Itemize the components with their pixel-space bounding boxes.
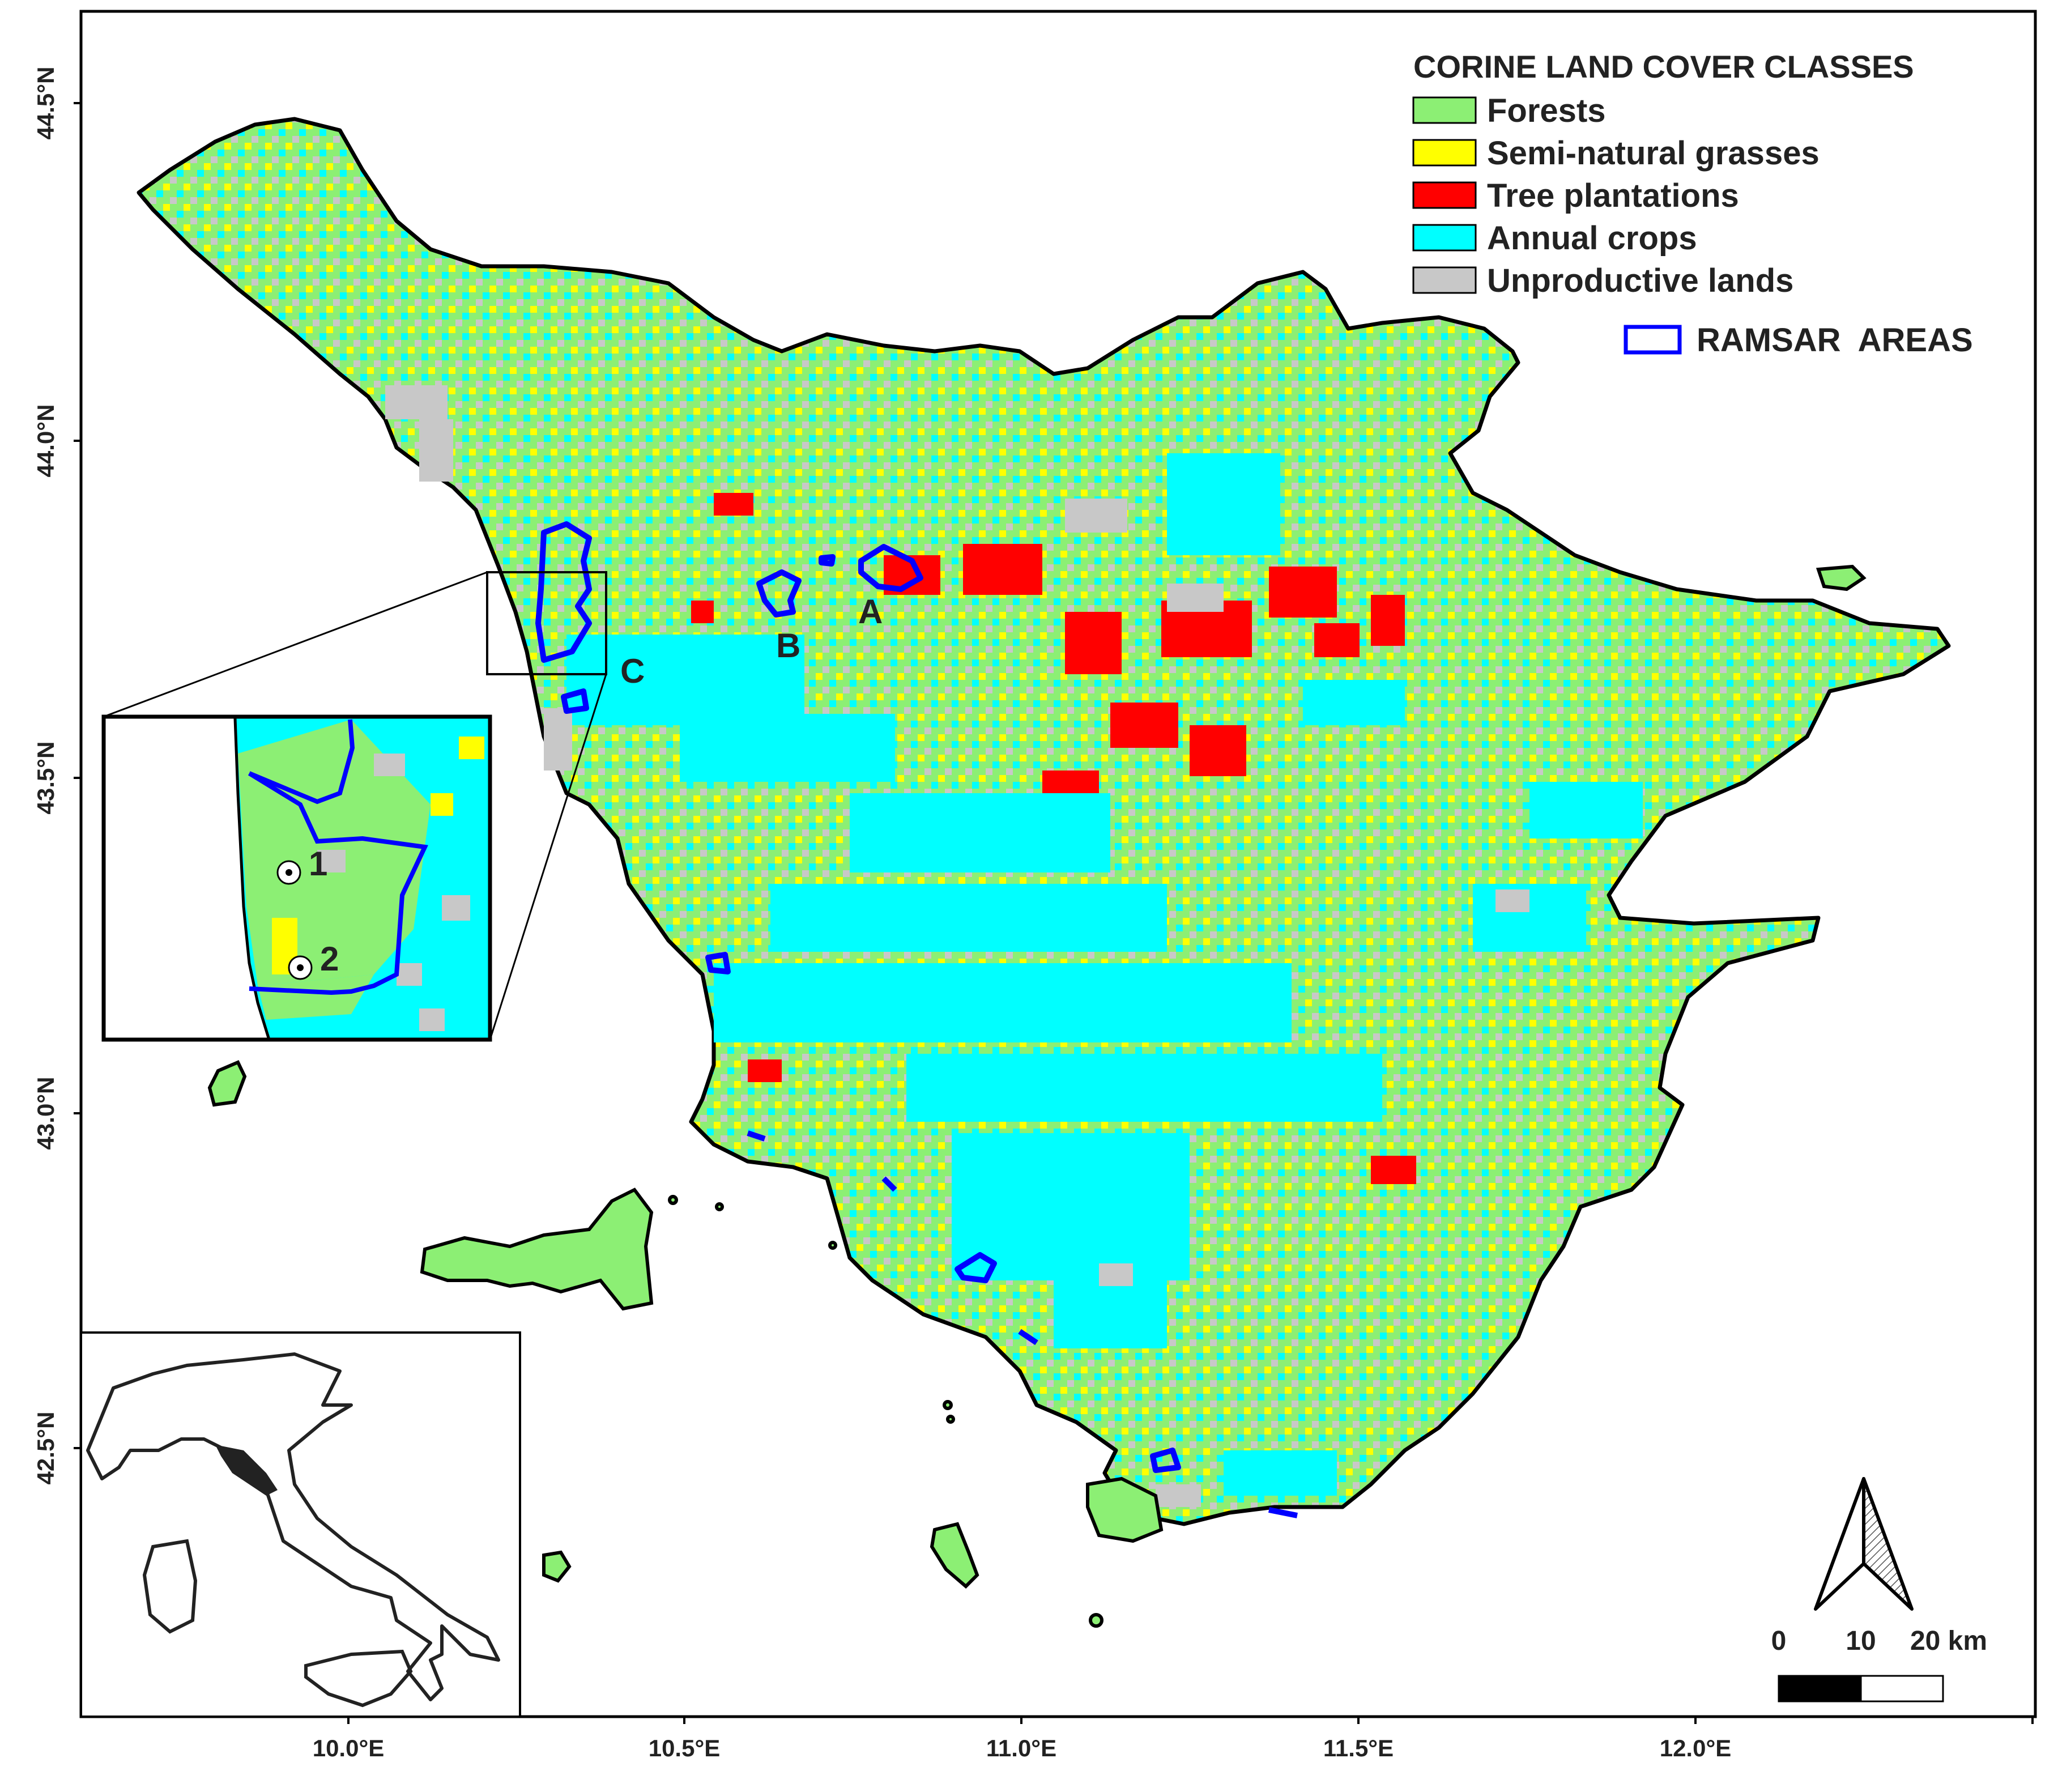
ramsar-massaciuccoli: [535, 521, 592, 663]
legend-swatch-unproductive: [1412, 266, 1477, 294]
longitude-axis: [347, 1717, 2034, 1724]
ramsar-orbetello: [955, 1252, 997, 1283]
site-label-b: B: [776, 627, 800, 665]
ramsar-burano: [1150, 1448, 1181, 1473]
sicily-outline: [304, 1649, 413, 1708]
tuscany-locator: [215, 1445, 278, 1496]
zoom-box: [486, 571, 607, 675]
legend-label-ramsar: RAMSAR AREAS: [1697, 322, 1973, 359]
island-capraia: [1816, 564, 1867, 591]
legend-label-crops: Annual crops: [1487, 220, 1697, 257]
lat-tick-42-5: 42.5°N: [32, 1412, 59, 1485]
legend-swatch-crops: [1412, 224, 1477, 252]
lat-tick-44-5: 44.5°N: [32, 67, 59, 140]
ramsar-area-a: [858, 544, 923, 592]
scale-label-0: 0: [1771, 1626, 1787, 1656]
lon-tick-10-0: 10.0°E: [313, 1735, 385, 1761]
legend-swatch-grasses: [1412, 139, 1477, 167]
lat-tick-43-5: 43.5°N: [32, 742, 59, 815]
ramsar-coast-4: [1268, 1507, 1298, 1518]
inset-point-1-label: 1: [309, 845, 327, 883]
island-argentario: [1086, 1476, 1164, 1543]
zoom-leader-bottom: [489, 674, 607, 1040]
legend-label-forests: Forests: [1487, 92, 1606, 129]
scale-label-10: 10: [1846, 1626, 1876, 1656]
ramsar-small-3: [705, 952, 731, 974]
latitude-axis: [74, 102, 81, 1449]
ramsar-small-1: [819, 554, 836, 567]
lon-tick-11-5: 11.5°E: [1323, 1735, 1394, 1761]
zoom-leader-top: [103, 571, 488, 718]
island-gorgona: [207, 1060, 247, 1107]
islands: [207, 564, 1867, 1628]
lat-tick-44-0: 44.0°N: [32, 405, 59, 478]
ramsar-small-2: [561, 688, 589, 714]
lon-tick-10-5: 10.5°E: [649, 1735, 721, 1761]
lon-tick-11-0: 11.0°E: [986, 1735, 1056, 1761]
inset-point-2-label: 2: [320, 940, 339, 978]
ramsar-coast-3: [1018, 1329, 1038, 1346]
tree-plantation-clusters: [691, 493, 1597, 1184]
lon-tick-12-0: 12.0°E: [1660, 1735, 1732, 1761]
italy-locator-inset: [80, 1331, 521, 1718]
legend-swatch-ramsar: [1624, 325, 1682, 355]
legend-swatch-plantations: [1412, 181, 1477, 209]
site-label-a: A: [858, 593, 883, 631]
scale-label-20km: 20 km: [1910, 1626, 1987, 1656]
ramsar-coast-1: [747, 1130, 766, 1142]
scale-bar: [1778, 1675, 1944, 1702]
ramsar-area-b: [756, 569, 802, 618]
island-giglio: [930, 1522, 979, 1589]
legend-swatch-forests: [1412, 96, 1477, 124]
lat-tick-43-0: 43.0°N: [32, 1077, 59, 1150]
ramsar-areas: [535, 521, 1298, 1518]
ramsar-coast-2: [881, 1176, 897, 1192]
north-arrow-icon: [1814, 1477, 1914, 1611]
annual-crop-patches: [566, 453, 1643, 1496]
legend-label-grasses: Semi-natural grasses: [1487, 135, 1820, 172]
legend: CORINE LAND COVER CLASSES Forests Semi-n…: [1412, 49, 1973, 359]
unproductive-land-patches: [385, 385, 1529, 1507]
site-label-c: C: [620, 652, 645, 690]
island-pianosa: [542, 1550, 572, 1583]
legend-label-plantations: Tree plantations: [1487, 177, 1739, 214]
island-elba: [420, 1187, 654, 1311]
detail-inset: [101, 714, 492, 1042]
legend-label-unproductive: Unproductive lands: [1487, 262, 1793, 299]
sardinia-outline: [142, 1539, 198, 1634]
legend-title: CORINE LAND COVER CLASSES: [1413, 49, 1914, 84]
